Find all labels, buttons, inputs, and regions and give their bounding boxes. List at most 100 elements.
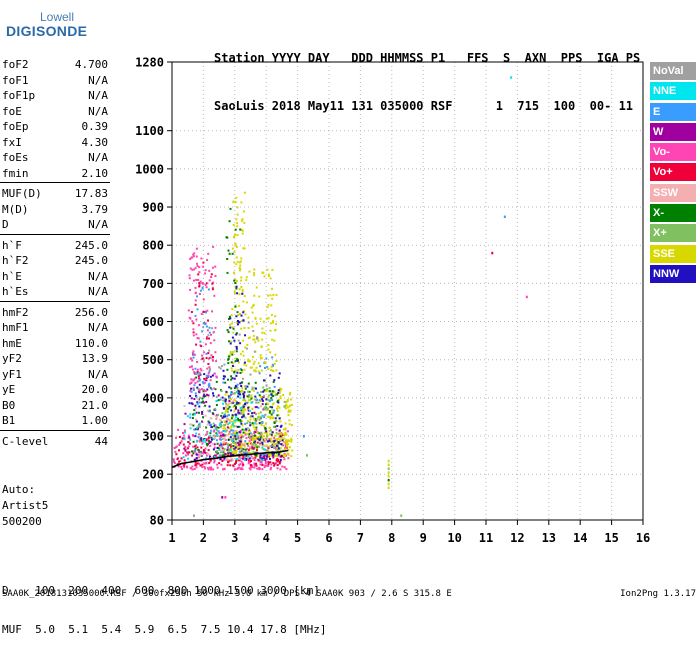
echo-point	[246, 385, 249, 388]
echo-point	[197, 279, 200, 281]
echo-point	[194, 428, 197, 431]
echo-point	[243, 428, 246, 431]
echo-point	[192, 255, 195, 258]
echo-point	[187, 453, 190, 456]
echo-point	[275, 432, 278, 434]
param-value: 44	[94, 434, 108, 448]
echo-point	[250, 437, 253, 440]
echo-point	[259, 434, 262, 437]
echo-point	[235, 460, 238, 463]
echo-point	[201, 420, 203, 423]
echo-point	[276, 393, 279, 396]
echo-point	[267, 368, 270, 371]
x-tick-label: 9	[420, 531, 427, 545]
param-row: fxI 4.30	[0, 135, 112, 151]
echo-point	[274, 353, 277, 356]
echo-point	[218, 462, 221, 465]
echo-point	[271, 338, 274, 341]
echo-point	[247, 360, 250, 363]
echo-point	[222, 434, 225, 437]
echo-point	[251, 415, 254, 418]
echo-point	[235, 461, 237, 464]
param-row: hmF1 N/A	[0, 320, 112, 336]
echo-point	[247, 321, 250, 324]
echo-point	[285, 404, 288, 407]
echo-point	[207, 252, 210, 255]
echo-point	[265, 457, 268, 460]
echo-point	[252, 457, 255, 460]
echo-point	[228, 449, 231, 452]
echo-point	[194, 299, 197, 302]
echo-point	[191, 320, 194, 323]
echo-point	[279, 451, 281, 454]
echo-point	[213, 372, 216, 375]
echo-point	[192, 387, 195, 390]
echo-point	[228, 418, 231, 421]
echo-point	[255, 398, 258, 401]
echo-point	[269, 399, 271, 402]
echo-point	[212, 392, 214, 395]
echo-point	[281, 439, 284, 442]
echo-point	[196, 262, 199, 265]
echo-point	[207, 443, 210, 446]
echo-point	[209, 379, 212, 382]
echo-point	[239, 420, 242, 423]
echo-point	[230, 445, 233, 448]
echo-point	[265, 464, 268, 467]
echo-point	[238, 450, 241, 453]
echo-point	[286, 445, 289, 448]
echo-point	[270, 440, 273, 443]
auto-code: 500200	[2, 515, 42, 528]
echo-point	[238, 443, 241, 446]
echo-point	[214, 435, 217, 438]
echo-point	[261, 437, 264, 440]
echo-point	[235, 350, 238, 353]
echo-point	[240, 452, 243, 455]
echo-point	[259, 456, 262, 459]
echo-point	[247, 428, 250, 431]
echo-point	[213, 430, 216, 433]
y-tick-label: 600	[142, 315, 164, 329]
echo-point	[212, 468, 215, 471]
echo-point	[222, 377, 225, 380]
legend-item: X+	[650, 224, 696, 243]
echo-point	[218, 366, 221, 369]
echo-point	[255, 464, 258, 467]
echo-point	[235, 332, 238, 335]
echo-point	[214, 351, 217, 354]
echo-point	[260, 391, 263, 393]
echo-point	[207, 288, 210, 291]
echo-point	[259, 399, 262, 402]
echo-point	[231, 377, 234, 380]
echo-point	[197, 273, 200, 276]
echo-point	[235, 425, 238, 428]
echo-point	[278, 460, 281, 463]
echo-point	[183, 438, 186, 441]
echo-point	[242, 399, 245, 402]
echo-point	[254, 341, 257, 344]
echo-point	[279, 387, 281, 390]
echo-point	[233, 399, 236, 401]
echo-point	[257, 459, 260, 462]
echo-point	[215, 424, 218, 427]
echo-point	[203, 388, 206, 391]
echo-point	[254, 431, 257, 434]
echo-point	[253, 360, 256, 363]
echo-point	[199, 454, 202, 457]
echo-point	[290, 440, 293, 443]
echo-point	[196, 370, 199, 373]
echo-point	[247, 390, 250, 393]
echo-point	[194, 372, 197, 375]
echo-point	[230, 429, 233, 432]
echo-point	[210, 388, 213, 391]
echo-point	[218, 447, 220, 450]
echo-point	[224, 453, 227, 456]
echo-point	[220, 431, 223, 434]
echo-point	[189, 258, 192, 260]
echo-point	[244, 387, 247, 390]
echo-point	[262, 390, 265, 393]
echo-point	[239, 459, 241, 462]
echo-point	[275, 420, 278, 423]
x-tick-label: 2	[200, 531, 207, 545]
echo-point	[243, 327, 246, 329]
